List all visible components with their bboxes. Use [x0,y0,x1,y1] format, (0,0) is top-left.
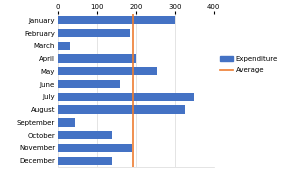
Bar [58,67,157,76]
Bar [58,93,194,101]
Bar [58,131,112,139]
Bar [58,29,130,37]
Bar [58,80,120,88]
Bar [58,54,136,63]
Bar [58,105,185,114]
Bar [58,16,175,25]
Legend: Expenditure, Average: Expenditure, Average [220,56,278,73]
Bar [58,118,75,126]
Bar [58,42,70,50]
Bar [58,144,132,152]
Bar [58,157,112,165]
